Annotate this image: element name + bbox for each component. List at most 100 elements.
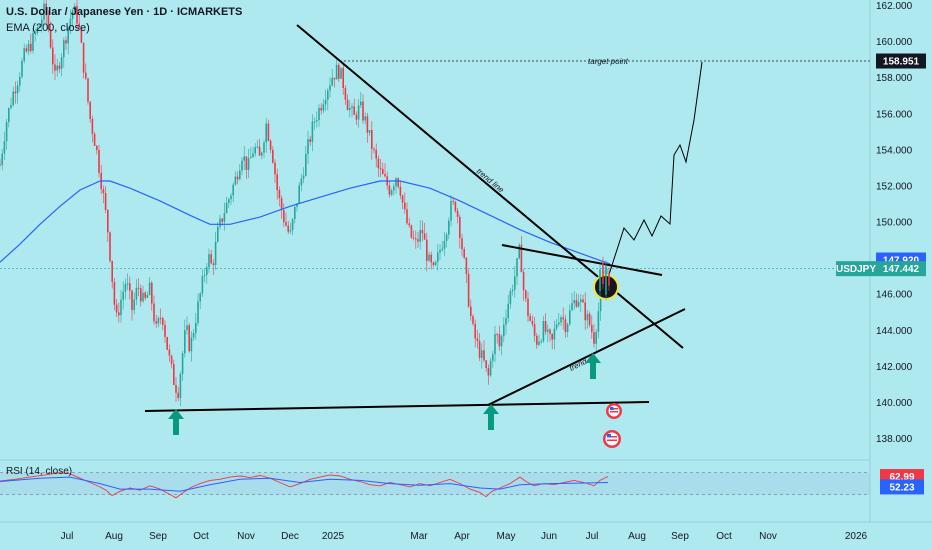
ema-indicator-label[interactable]: EMA (200, close) (6, 22, 90, 34)
price-tick-label: 152.000 (876, 181, 913, 192)
candle-body (93, 133, 96, 146)
candle-body (80, 27, 83, 43)
ascending-trend-line (487, 308, 686, 406)
candle-body (159, 318, 162, 320)
candle-body (481, 350, 483, 358)
candle-body (437, 252, 439, 262)
candle-body (373, 148, 375, 150)
candle-body (256, 146, 259, 148)
candle-body (252, 153, 254, 158)
candle-body (89, 101, 91, 120)
candle-body (74, 5, 76, 10)
candle-body (542, 321, 545, 342)
us-flag-event-icon (606, 403, 622, 419)
candle-body (47, 15, 50, 30)
candle-body (555, 324, 558, 329)
candle-body (419, 229, 421, 242)
candle-body (274, 162, 276, 175)
candle-body (404, 202, 406, 210)
candle-body (129, 283, 131, 291)
time-tick-label: 2025 (322, 531, 345, 542)
candle-body (571, 303, 573, 311)
candle-body (43, 3, 45, 20)
candle-body (208, 254, 210, 268)
candle-body (126, 283, 129, 285)
candle-body (120, 299, 122, 316)
candle-body (602, 262, 604, 284)
upper-triangle-line (501, 244, 663, 276)
current-price-tag: USDJPY 147.442 (836, 261, 926, 277)
time-tick-label: Jul (61, 531, 74, 542)
chart-title: U.S. Dollar / Japanese Yen · 1D · ICMARK… (6, 6, 243, 18)
time-tick-label: May (497, 531, 516, 542)
candle-body (439, 250, 441, 253)
candle-body (452, 200, 454, 202)
candle-body (294, 206, 296, 220)
candle-body (267, 123, 270, 141)
candle-body (184, 330, 186, 354)
candle-body (595, 331, 597, 344)
candle-body (309, 139, 311, 142)
candle-body (472, 316, 474, 324)
candle-body (269, 140, 272, 150)
time-tick-label: Aug (105, 531, 123, 542)
candle-body (1, 153, 3, 165)
candle-body (322, 104, 325, 111)
time-tick-label: Aug (628, 531, 646, 542)
candle-body (5, 122, 8, 142)
candle-body (302, 175, 305, 179)
candle-body (569, 310, 571, 325)
candle-body (335, 64, 338, 80)
price-tick-label: 150.000 (876, 218, 913, 229)
candle-body (505, 318, 507, 325)
candle-body (536, 335, 538, 345)
candle-body (287, 225, 289, 232)
candle-body (118, 312, 120, 316)
candle-body (30, 43, 32, 51)
candle-body (441, 248, 443, 251)
candle-body (399, 186, 402, 196)
candle-body (96, 145, 98, 151)
candle-body (514, 276, 516, 290)
rsi-ma-value-tag: 52.23 (880, 479, 924, 495)
candle-body (155, 321, 157, 324)
rsi-value: 62.99 (889, 472, 914, 483)
candle-body (494, 334, 496, 355)
candle-body (192, 332, 195, 338)
candle-body (448, 220, 450, 235)
candle-body (397, 178, 399, 187)
candle-body (547, 329, 549, 332)
time-tick-label: Apr (454, 531, 470, 542)
candle-body (10, 105, 12, 109)
candle-body (412, 237, 415, 239)
time-tick-label: Sep (671, 531, 689, 542)
candle-body (0, 164, 1, 166)
candle-body (357, 105, 360, 120)
candle-body (428, 254, 430, 261)
candle-body (426, 239, 428, 261)
candle-body (54, 64, 56, 71)
candle-body (225, 202, 228, 214)
candle-body (214, 241, 217, 266)
candle-body (467, 274, 470, 307)
candle-body (190, 337, 193, 352)
projection-path (603, 61, 703, 291)
candle-body (454, 201, 457, 211)
candle-body (98, 150, 100, 173)
candle-body (41, 19, 43, 26)
candle-body (135, 287, 138, 300)
price-tick-label: 160.000 (876, 37, 913, 48)
candle-body (331, 77, 333, 86)
time-tick-label: Oct (193, 531, 209, 542)
candle-body (217, 226, 219, 242)
time-tick-label: Dec (281, 531, 299, 542)
candle-body (212, 263, 215, 266)
candle-body (582, 299, 584, 303)
candle-body (485, 360, 487, 369)
price-tick-label: 158.000 (876, 73, 913, 84)
rsi-indicator-label[interactable]: RSI (14, close) (6, 466, 73, 477)
candle-body (382, 169, 384, 175)
candle-body (107, 209, 109, 233)
candle-body (179, 374, 182, 399)
